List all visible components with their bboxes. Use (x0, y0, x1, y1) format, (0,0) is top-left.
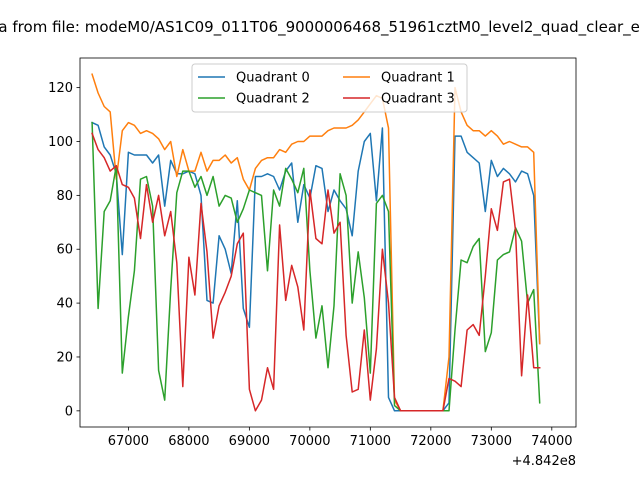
x-tick-label: 67000 (108, 434, 149, 449)
x-offset-label: +4.842e8 (512, 454, 576, 469)
legend-label-0: Quadrant 0 (236, 71, 310, 86)
legend-label-3: Quadrant 3 (381, 92, 455, 107)
x-tick-label: 68000 (168, 434, 209, 449)
y-tick-label: 20 (56, 350, 73, 365)
legend-box (191, 63, 468, 113)
y-tick-label: 80 (56, 189, 73, 204)
y-tick-label: 60 (56, 243, 73, 258)
x-tick-label: 70000 (289, 434, 330, 449)
x-tick-label: 73000 (471, 434, 512, 449)
x-tick-label: 72000 (410, 434, 451, 449)
legend-label-1: Quadrant 1 (381, 71, 455, 86)
y-tick-label: 40 (56, 297, 73, 312)
legend: Quadrant 0 Quadrant 1 Quadrant 2 Quadrant 3 (191, 63, 468, 113)
legend-label-2: Quadrant 2 (236, 92, 310, 107)
series-line-3 (91, 132, 541, 412)
y-tick-label: 0 (65, 404, 73, 419)
x-tick-label: 74000 (531, 434, 572, 449)
x-tick-label: 71000 (350, 434, 391, 449)
chart-title: Data from file: modeM0/AS1C09_011T06_900… (0, 18, 640, 37)
plot-frame (79, 57, 577, 428)
y-tick-label: 100 (48, 135, 73, 150)
plot-area (91, 73, 541, 412)
series-line-2 (91, 121, 541, 412)
series-line-0 (91, 121, 541, 412)
axes: 67000 68000 69000 70000 71000 72000 73000 74000… (48, 57, 577, 469)
x-tick-label: 69000 (229, 434, 270, 449)
series-line-1 (91, 73, 541, 412)
y-tick-label: 120 (48, 81, 73, 96)
